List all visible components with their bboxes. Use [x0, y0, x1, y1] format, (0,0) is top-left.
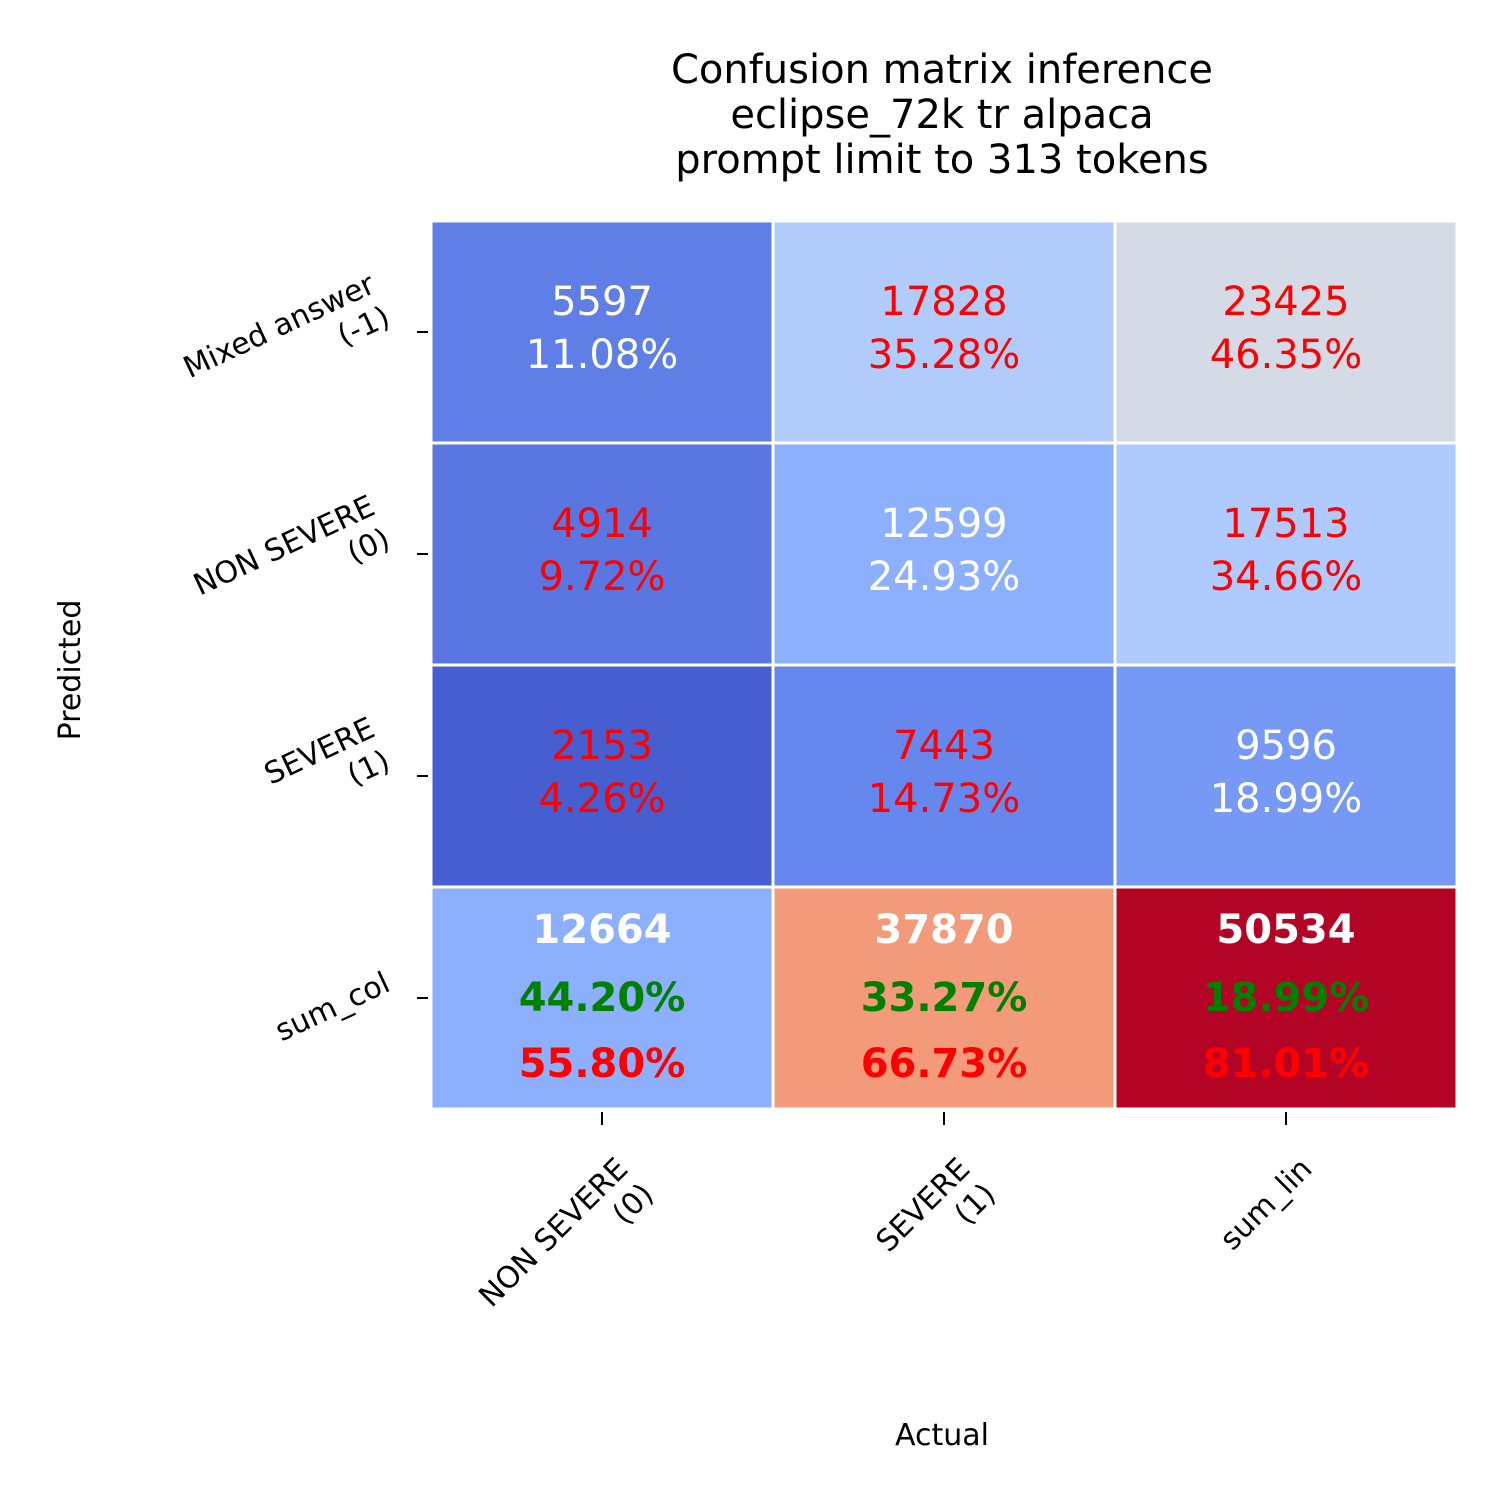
sum-correct-percent-label: 44.20% [519, 975, 686, 1021]
heatmap-cell [771, 441, 1117, 667]
cell-percent-label: 14.73% [868, 776, 1021, 822]
y-tick-label: Mixed answer(-1) [178, 267, 396, 419]
cell-percent-label: 34.66% [1210, 554, 1363, 600]
heatmap-cells: 5597 11.08% 17828 35.28% 23425 46.35% 4914 9.72… [429, 219, 1459, 1111]
heatmap-cell [429, 219, 775, 445]
cell-percent-label: 24.93% [868, 554, 1021, 600]
x-tick-label: SEVERE(1) [870, 1151, 1003, 1284]
cell-percent-label: 35.28% [868, 332, 1021, 378]
y-axis-ticks: Mixed answer(-1) NON SEVERE(0) SEVERE(1) su… [178, 267, 428, 1049]
x-axis-ticks: NON SEVERE(0) SEVERE(1) sum_lin [472, 1112, 1319, 1339]
title-line: Confusion matrix inference [671, 47, 1213, 93]
y-tick-label: sum_col [270, 966, 395, 1049]
sum-cell [429, 885, 775, 1111]
cell-count-label: 12599 [880, 501, 1007, 547]
x-axis-label: Actual [895, 1418, 989, 1453]
sum-total-label: 12664 [532, 907, 671, 953]
cell-count-label: 17513 [1222, 501, 1349, 547]
x-tick-label: sum_lin [1213, 1151, 1319, 1257]
sum-correct-percent-label: 33.27% [861, 975, 1028, 1021]
sum-total-label: 50534 [1216, 907, 1355, 953]
cell-percent-label: 46.35% [1210, 332, 1363, 378]
x-tick-label: NON SEVERE(0) [472, 1151, 660, 1339]
cell-count-label: 5597 [551, 279, 653, 325]
heatmap-cell [771, 663, 1117, 889]
sum-total-label: 37870 [874, 907, 1013, 953]
title-line: eclipse_72k tr alpaca [730, 92, 1153, 138]
cell-count-label: 17828 [880, 279, 1007, 325]
cell-percent-label: 11.08% [526, 332, 679, 378]
heatmap-cell [429, 441, 775, 667]
cell-percent-label: 9.72% [538, 554, 665, 600]
y-tick-label: SEVERE(1) [259, 711, 395, 825]
cell-count-label: 4914 [551, 501, 653, 547]
sum-cell [1113, 885, 1459, 1111]
sum-correct-percent-label: 18.99% [1203, 975, 1370, 1021]
heatmap-cell [771, 219, 1117, 445]
cell-count-label: 2153 [551, 723, 653, 769]
sum-error-percent-label: 66.73% [861, 1041, 1028, 1087]
cell-count-label: 7443 [893, 723, 995, 769]
heatmap-cell [1113, 441, 1459, 667]
y-tick-label: NON SEVERE(0) [188, 489, 395, 636]
sum-error-percent-label: 81.01% [1203, 1041, 1370, 1087]
cell-percent-label: 4.26% [538, 776, 665, 822]
cell-count-label: 9596 [1235, 723, 1337, 769]
y-axis-label: Predicted [53, 600, 88, 741]
sum-error-percent-label: 55.80% [519, 1041, 686, 1087]
cell-count-label: 23425 [1222, 279, 1349, 325]
title-line: prompt limit to 313 tokens [675, 137, 1209, 183]
cell-percent-label: 18.99% [1210, 776, 1363, 822]
heatmap-cell [1113, 219, 1459, 445]
